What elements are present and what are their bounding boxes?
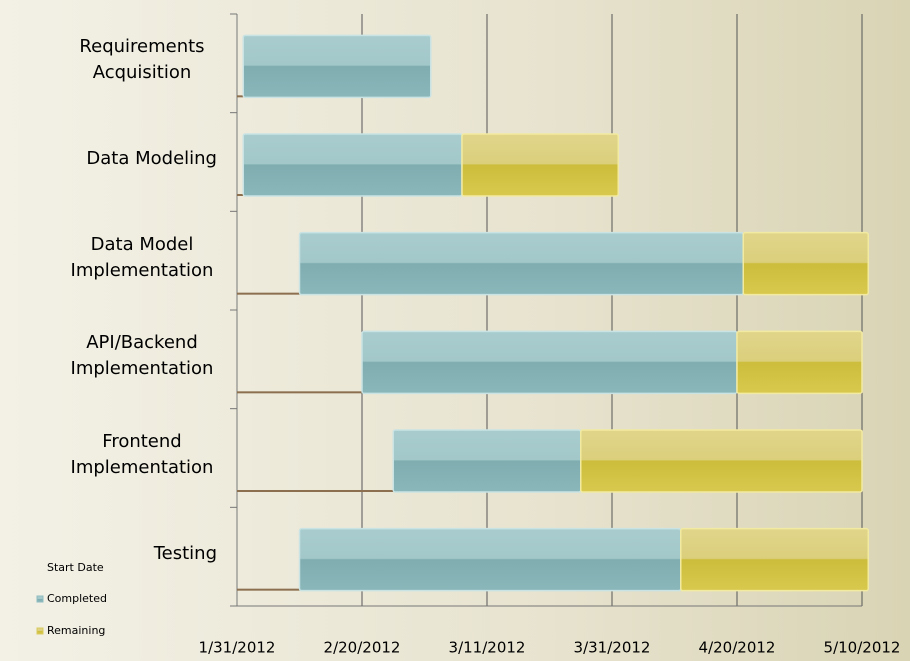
x-tick-label: 2/20/2012 xyxy=(324,639,401,657)
y-tick-label: Frontend Implementation xyxy=(70,431,214,478)
bar xyxy=(392,429,582,493)
start-bar xyxy=(237,490,394,492)
start-bar xyxy=(237,95,244,98)
start-bar xyxy=(237,391,362,394)
y-tick-label: Data Model Implementation xyxy=(70,233,214,281)
y-tick-label: API/Backend Implementation xyxy=(70,332,214,380)
bar xyxy=(361,330,738,395)
x-tick-label: 3/31/2012 xyxy=(574,639,651,657)
x-tick-label: 1/31/2012 xyxy=(199,639,276,657)
bar xyxy=(461,133,619,197)
x-tick-label: 4/20/2012 xyxy=(699,639,776,657)
bar xyxy=(736,330,863,395)
bar xyxy=(242,34,432,99)
bar xyxy=(298,527,682,592)
x-tick-label: 3/11/2012 xyxy=(449,639,526,657)
y-tick-label: Requirements Acquisition xyxy=(79,36,205,84)
bar xyxy=(298,231,744,296)
start-bar xyxy=(237,588,300,591)
bar xyxy=(242,133,463,197)
bar xyxy=(580,429,863,493)
legend-swatch xyxy=(36,627,44,635)
x-tick-label: 5/10/2012 xyxy=(824,639,901,657)
y-tick-label: Data Modeling xyxy=(86,148,217,169)
start-bar xyxy=(237,194,244,196)
legend-label: Start Date xyxy=(47,561,104,574)
y-tick-label: Testing xyxy=(153,542,217,564)
start-bar xyxy=(237,292,300,295)
bar xyxy=(680,527,869,592)
legend-label: Completed xyxy=(47,592,107,605)
legend-label: Remaining xyxy=(47,624,105,637)
bar xyxy=(742,231,869,296)
legend-swatch xyxy=(36,595,44,603)
